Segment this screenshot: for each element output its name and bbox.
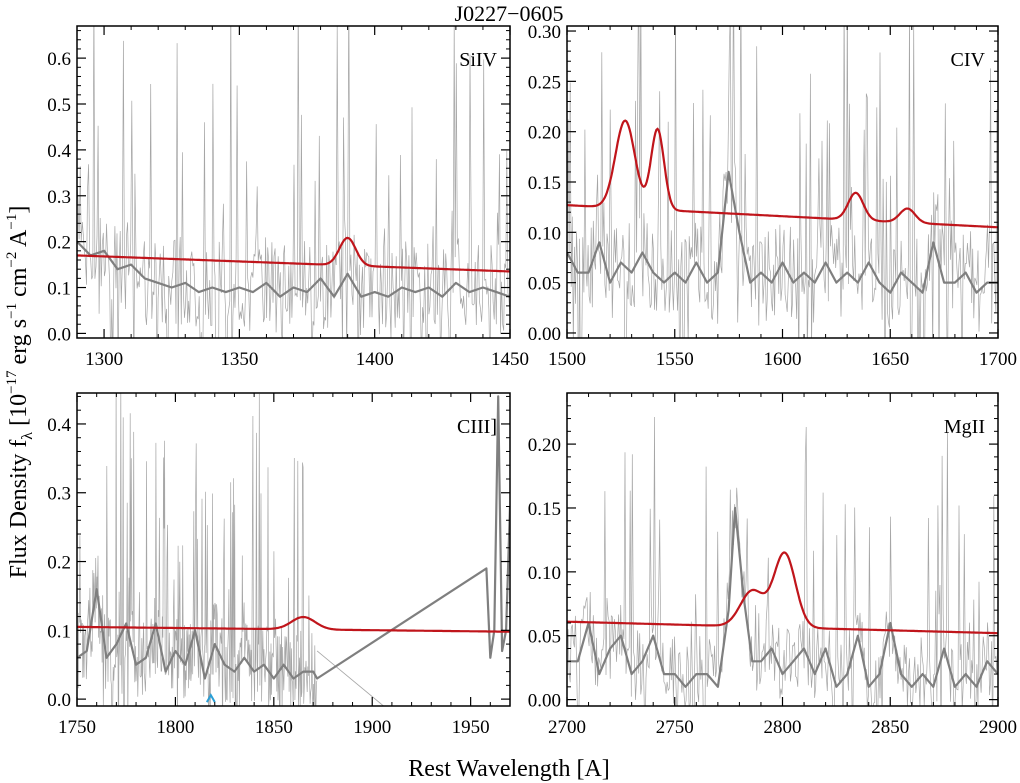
panel-3: 2700 2750 2800 2850 2900 0.00 0.05 0.10 0.15 0.20…: [528, 392, 1017, 738]
y-label-close: ]: [6, 206, 32, 214]
y-label-exp3: −2: [4, 252, 20, 268]
smoothed-spectrum-line: [77, 240, 510, 298]
y-label-erg: erg s: [6, 319, 32, 371]
model-fit-line: [77, 236, 510, 273]
plot-area: [77, 26, 510, 338]
x-tick-label: 1750: [58, 717, 96, 738]
emission-line-label: SiIV: [459, 49, 497, 71]
raw-gap-line: [316, 650, 385, 706]
x-tick-label: 1450: [491, 349, 529, 370]
y-label-prefix: Flux Density f: [6, 440, 32, 579]
y-tick-label: 0.2: [47, 553, 71, 574]
y-tick-label: 0.1: [47, 279, 71, 300]
x-tick-label: 1500: [548, 349, 586, 370]
raw-spectrum-line: [77, 393, 318, 706]
figure-title: J0227−0605: [455, 1, 564, 26]
raw-spectrum-line: [567, 26, 998, 338]
x-tick-label: 1950: [452, 717, 490, 738]
y-tick-label: 0.20: [528, 123, 561, 144]
x-tick-label: 2800: [764, 717, 802, 738]
x-tick-label: 2900: [979, 717, 1017, 738]
y-tick-label: 0.00: [528, 324, 561, 345]
y-tick-label: 0.3: [47, 484, 71, 505]
y-tick-label: 0.20: [528, 435, 561, 456]
y-tick-label: 0.10: [528, 223, 561, 244]
smoothed-spectrum-line: [77, 395, 510, 680]
y-tick-label: 0.15: [528, 173, 561, 194]
y-tick-label: 0.6: [47, 49, 71, 70]
smoothed-spectrum-line: [567, 506, 998, 688]
plot-area: [567, 416, 998, 706]
x-tick-label: 1300: [85, 349, 123, 370]
y-tick-label: 0.0: [47, 324, 71, 345]
emission-line-label: CIV: [951, 49, 986, 71]
y-tick-label: 0.00: [528, 691, 561, 712]
panels: 1300 1350 1400 1450 0.0 0.1 0.2 0.3 0.4 0.5 0.6 SiI…: [47, 22, 1017, 738]
y-label-exp2: −1: [4, 303, 20, 319]
x-tick-label: 1400: [356, 349, 394, 370]
y-label-exp4: −1: [4, 214, 20, 230]
y-tick-label: 0.30: [528, 22, 561, 43]
x-tick-label: 1900: [353, 717, 391, 738]
plot-area: [567, 26, 998, 338]
y-tick-label: 0.4: [47, 141, 71, 162]
y-label-exp1: −17: [4, 370, 20, 394]
y-tick-label: 0.1: [47, 621, 71, 642]
y-axis-label-group: Flux Density fλ [10−17 erg s−1 cm−2 A−1]: [4, 206, 36, 579]
model-fit-line: [77, 615, 510, 633]
y-label-cm: cm: [6, 267, 32, 303]
x-tick-label: 1700: [979, 349, 1017, 370]
y-tick-label: 0.0: [47, 690, 71, 711]
x-tick-label: 1650: [871, 349, 909, 370]
y-tick-label: 0.05: [528, 627, 561, 648]
emission-line-label: MgII: [944, 416, 985, 438]
marker-point: [205, 693, 216, 703]
y-tick-label: 0.15: [528, 499, 561, 520]
x-tick-label: 2850: [871, 717, 909, 738]
smoothed-spectrum-line: [567, 170, 998, 294]
panel-2: 1750 1800 1850 1900 1950 0.0 0.1 0.2 0.3 0.4 CIII]: [47, 392, 511, 738]
y-tick-label: 0.5: [47, 95, 71, 116]
y-axis-label: Flux Density fλ [10−17 erg s−1 cm−2 A−1]: [4, 206, 36, 579]
x-tick-label: 1600: [764, 349, 802, 370]
y-tick-label: 0.05: [528, 274, 561, 295]
model-fit-line: [567, 551, 998, 635]
x-tick-label: 2700: [548, 717, 586, 738]
emission-line-label: CIII]: [457, 416, 497, 438]
model-fit-line: [567, 119, 998, 229]
raw-spectrum-line: [77, 26, 510, 338]
plot-area: [77, 393, 510, 706]
y-tick-label: 0.25: [528, 72, 561, 93]
y-tick-label: 0.4: [47, 415, 71, 436]
y-label-sub: λ: [19, 432, 36, 440]
y-tick-label: 0.10: [528, 563, 561, 584]
x-tick-label: 2750: [656, 717, 694, 738]
x-tick-label: 1800: [156, 717, 194, 738]
y-tick-label: 0.3: [47, 187, 71, 208]
x-axis-label: Rest Wavelength [A]: [408, 756, 610, 782]
x-tick-label: 1550: [656, 349, 694, 370]
y-tick-label: 0.2: [47, 233, 71, 254]
y-label-angstrom: A: [6, 229, 32, 252]
panel-1: 1500 1550 1600 1650 1700 0.00 0.05 0.10 0.15 0.20…: [528, 22, 1017, 370]
y-label-open: [10: [6, 394, 32, 432]
panel-0: 1300 1350 1400 1450 0.0 0.1 0.2 0.3 0.4 0.5 0.6 SiI…: [47, 25, 529, 370]
x-tick-label: 1350: [220, 349, 258, 370]
x-tick-label: 1850: [255, 717, 293, 738]
